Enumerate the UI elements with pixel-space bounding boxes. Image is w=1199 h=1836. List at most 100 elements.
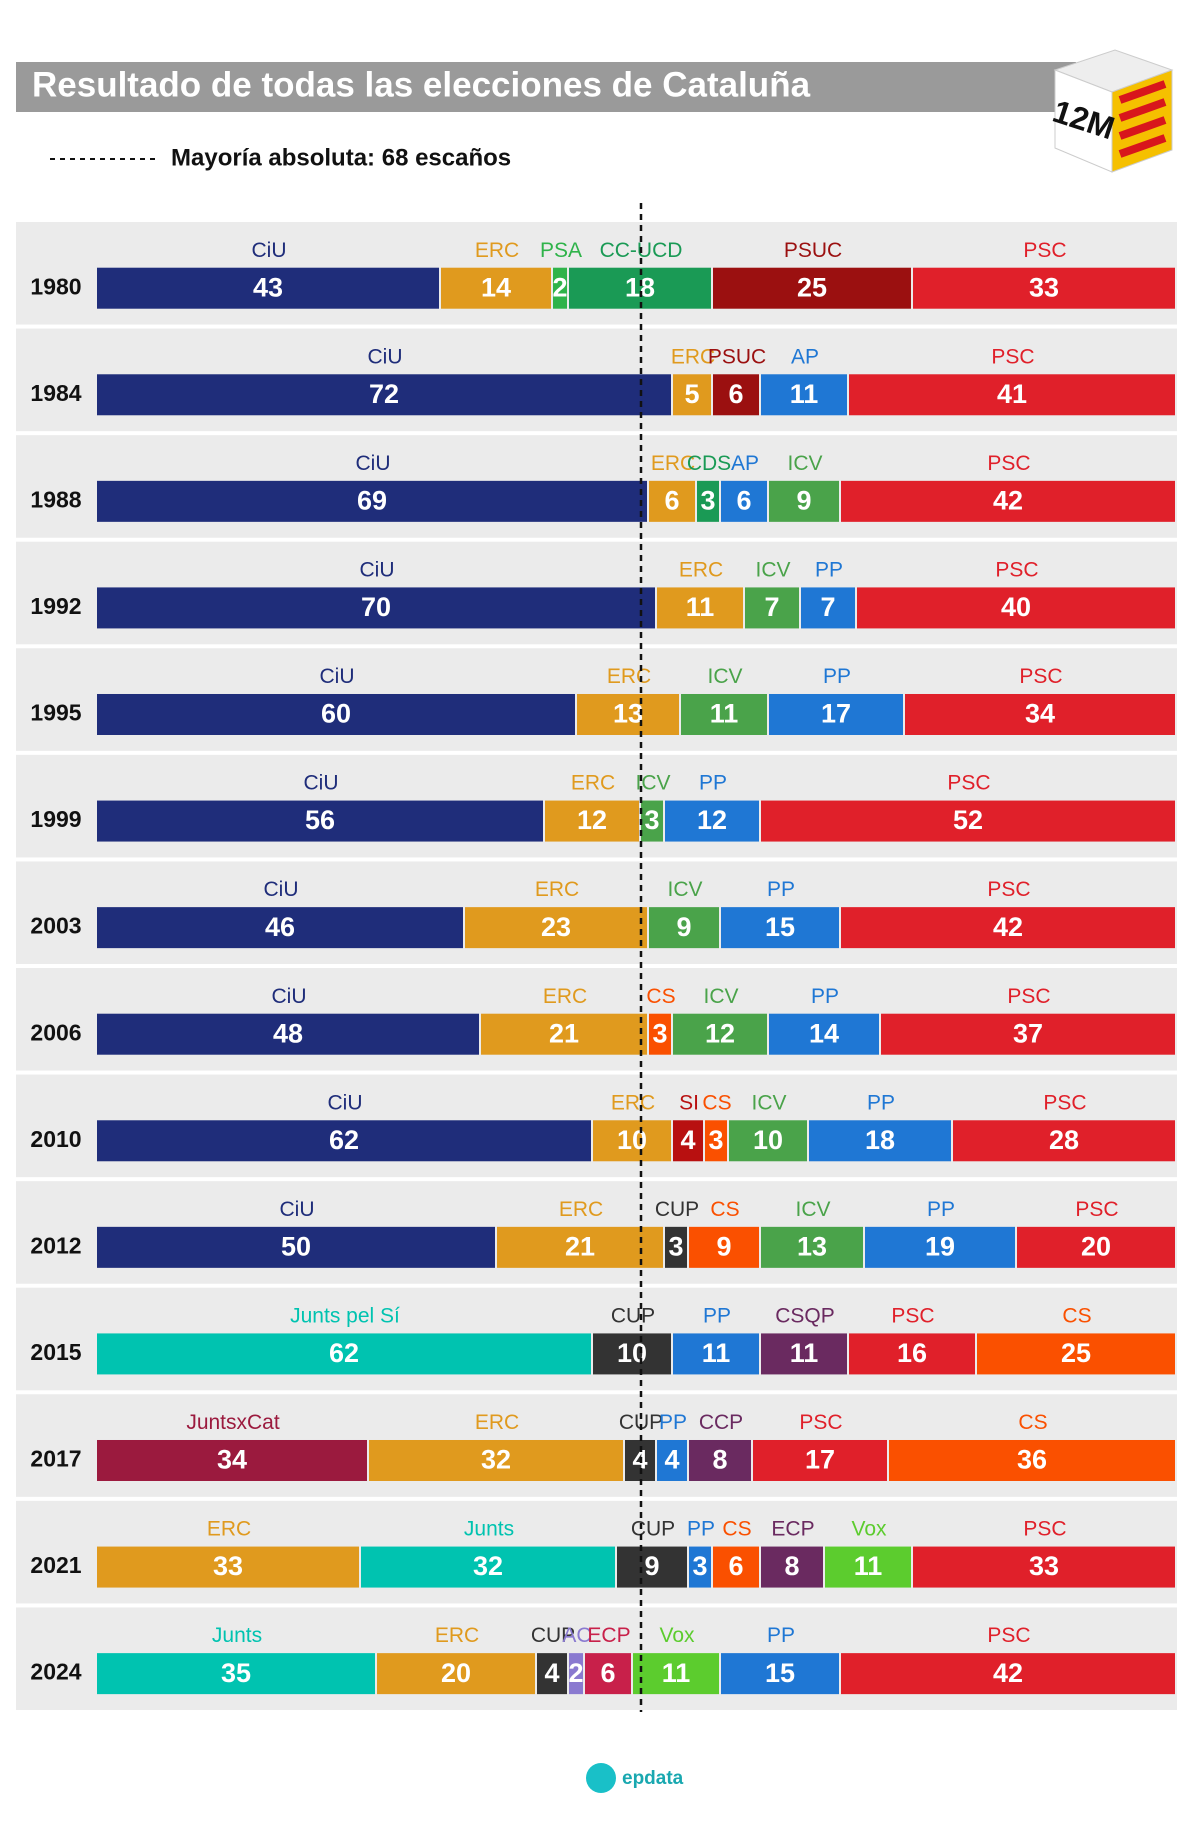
party-label: ERC	[559, 1198, 603, 1221]
party-label: ERC	[475, 1411, 519, 1434]
party-label: PP	[815, 558, 843, 581]
party-label: CS	[710, 1198, 739, 1221]
bar-segment	[673, 374, 711, 416]
party-label: ERC	[543, 985, 587, 1008]
party-label: PP	[767, 1624, 795, 1647]
party-label: PSC	[987, 878, 1030, 901]
bar-segment	[657, 1439, 687, 1481]
bar-segment	[705, 1120, 727, 1162]
year-label: 1984	[30, 380, 81, 406]
majority-label: Mayoría absoluta: 68 escaños	[171, 144, 511, 171]
value-label: 8	[712, 1445, 727, 1475]
party-label: CUP	[611, 1304, 655, 1327]
value-label: 21	[549, 1018, 579, 1048]
bar-segment	[769, 480, 839, 522]
chart-title: Resultado de todas las elecciones de Cat…	[32, 65, 811, 104]
value-label: 3	[708, 1125, 723, 1155]
party-label: PSC	[1023, 239, 1066, 262]
value-label: 10	[753, 1125, 783, 1155]
party-label: CiU	[356, 452, 391, 475]
value-label: 12	[697, 805, 727, 835]
bar-segment	[649, 907, 719, 949]
value-label: 4	[680, 1125, 695, 1155]
party-label: CS	[722, 1518, 751, 1541]
value-label: 7	[764, 592, 779, 622]
bar-segment	[1017, 1226, 1175, 1268]
value-label: 20	[1081, 1231, 1111, 1261]
value-label: 60	[321, 699, 351, 729]
party-label: ICV	[667, 878, 702, 901]
party-label: CiU	[360, 558, 395, 581]
year-label: 1980	[30, 273, 81, 299]
bar-segment	[97, 693, 575, 735]
value-label: 3	[644, 805, 659, 835]
bar-segment	[857, 587, 1175, 629]
year-label: 2021	[30, 1552, 81, 1578]
value-label: 2	[568, 1658, 583, 1688]
party-label: ERC	[651, 452, 695, 475]
bar-segment	[97, 1653, 375, 1695]
value-label: 62	[329, 1338, 359, 1368]
bar-segment	[689, 1546, 711, 1588]
value-label: 5	[684, 379, 699, 409]
party-label: ICV	[795, 1198, 830, 1221]
value-label: 69	[357, 485, 387, 515]
value-label: 46	[265, 912, 295, 942]
party-label: PSC	[947, 772, 990, 795]
party-label: ECP	[771, 1518, 814, 1541]
bar-segment	[649, 1013, 671, 1055]
badge-icon: 12M	[1049, 49, 1174, 173]
party-label: PSC	[1023, 1518, 1066, 1541]
value-label: 50	[281, 1231, 311, 1261]
value-label: 72	[369, 379, 399, 409]
bar-segment	[697, 480, 719, 522]
bar-segment	[825, 1546, 911, 1588]
value-label: 3	[700, 485, 715, 515]
party-label: SI	[679, 1091, 699, 1114]
bar-segment	[689, 1226, 759, 1268]
year-label: 1995	[30, 700, 81, 726]
party-label: Junts pel Sí	[290, 1304, 400, 1327]
value-label: 70	[361, 592, 391, 622]
value-label: 11	[790, 1338, 819, 1368]
rows: 1980 43CiU14ERC2PSA18CC-UCD25PSUC33PSC198…	[16, 203, 1177, 1712]
party-label: PP	[699, 772, 727, 795]
bar-segment	[97, 374, 671, 416]
bar-segment	[97, 1013, 479, 1055]
value-label: 48	[273, 1018, 303, 1048]
party-label: PP	[927, 1198, 955, 1221]
bar-segment	[769, 1013, 879, 1055]
party-label: CiU	[320, 665, 355, 688]
value-label: 18	[625, 272, 655, 302]
value-label: 3	[668, 1231, 683, 1261]
bar-segment	[729, 1120, 807, 1162]
party-label: PSC	[891, 1304, 934, 1327]
bar-segment	[361, 1546, 615, 1588]
bar-segment	[97, 907, 463, 949]
value-label: 18	[865, 1125, 895, 1155]
value-label: 6	[664, 485, 679, 515]
party-label: PSUC	[784, 239, 842, 262]
bar-segment	[97, 1546, 359, 1588]
value-label: 9	[644, 1551, 659, 1581]
value-label: 9	[796, 485, 811, 515]
value-label: 32	[473, 1551, 503, 1581]
value-label: 19	[925, 1231, 955, 1261]
bar-segment	[841, 480, 1175, 522]
bar-segment	[593, 1120, 671, 1162]
party-label: ICV	[751, 1091, 786, 1114]
bar-segment	[713, 267, 911, 309]
party-label: ICV	[787, 452, 822, 475]
bar-segment	[713, 374, 759, 416]
bar-segment	[673, 1013, 767, 1055]
bar-segment	[641, 800, 663, 842]
value-label: 4	[544, 1658, 559, 1688]
party-label: CUP	[655, 1198, 699, 1221]
value-label: 34	[217, 1445, 247, 1475]
year-label: 2012	[30, 1232, 81, 1258]
party-label: ICV	[755, 558, 790, 581]
bar-segment	[761, 1226, 863, 1268]
party-label: PSC	[987, 452, 1030, 475]
year-label: 2006	[30, 1019, 81, 1045]
bar-segment	[761, 1546, 823, 1588]
